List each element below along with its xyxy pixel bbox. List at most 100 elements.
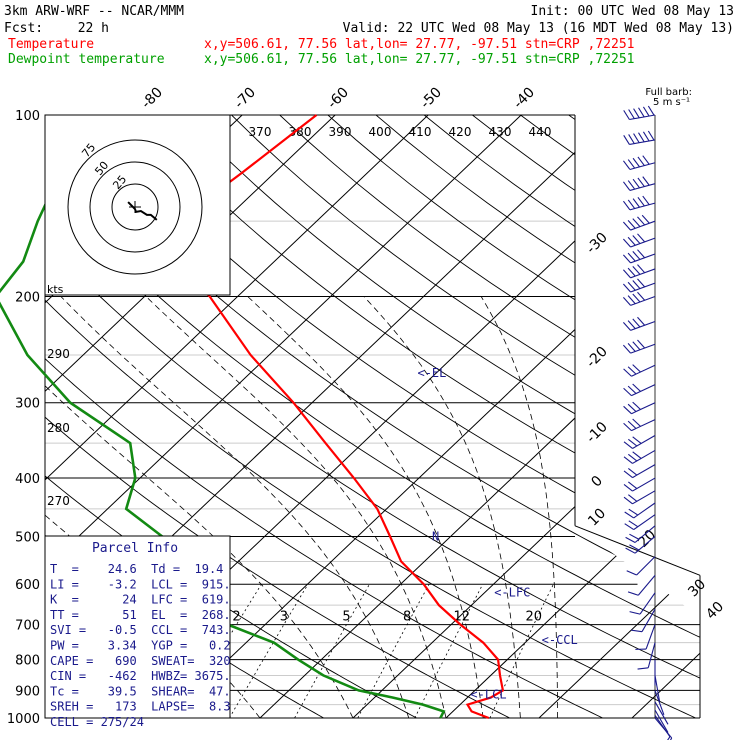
wind-barb-shaft	[631, 364, 656, 377]
wind-barb-flag	[628, 109, 635, 119]
pressure-label: 200	[15, 291, 40, 306]
dewpoint-legend-label: Dewpoint temperature	[8, 52, 165, 67]
wind-barb-shaft	[629, 139, 656, 146]
wind-barb-shaft	[641, 608, 656, 632]
wind-barb-shaft	[630, 343, 656, 354]
wind-barb-flag	[627, 295, 636, 305]
dry-adiabat-line	[182, 115, 700, 718]
wind-barb-flag	[627, 267, 636, 277]
theta-label-top: 440	[529, 125, 552, 139]
wind-barb-flag	[628, 508, 639, 516]
wind-barb-flag	[622, 181, 631, 191]
dry-adiabat-line	[45, 115, 696, 718]
hodograph-ring	[111, 183, 159, 231]
pressure-label: 100	[15, 109, 40, 124]
theta-label-top: 410	[409, 125, 432, 139]
wind-barb-shaft	[629, 202, 656, 211]
wind-barb-flag	[637, 249, 646, 259]
wind-barb-flag	[623, 470, 633, 479]
parcel-info-box: Parcel Info T = 24.6 Td = 19.4LI = -3.2 L…	[44, 535, 231, 729]
dry-adiabat-line	[327, 115, 700, 718]
wind-barb-flag	[627, 591, 639, 596]
wind-barb-flag	[632, 418, 641, 427]
pressure-label: 900	[15, 684, 40, 699]
wind-barb-flag	[642, 195, 650, 205]
mixing-ratio-label: 8	[403, 610, 411, 625]
parcel-info-row: PW = 3.34 YGP = 0.2	[50, 639, 231, 653]
wind-barb-flag	[622, 160, 631, 170]
isotherm-label: -10	[583, 419, 610, 446]
wind-barb-shaft	[630, 268, 656, 279]
isotherm-label: -80	[139, 84, 166, 111]
wind-barb-shaft	[629, 162, 656, 171]
wind-barb-flag	[642, 155, 650, 165]
wind-barb-shaft	[637, 574, 656, 596]
isotherm-label: -40	[511, 84, 538, 111]
wind-barb-flag	[629, 611, 641, 615]
wind-barb-flag	[628, 468, 638, 476]
pressure-label: 600	[15, 578, 40, 593]
wind-barb-flag	[632, 341, 641, 351]
wind-barb-shaft	[654, 709, 669, 733]
parcel-info-row: TT = 51 EL = 268.	[50, 608, 231, 622]
dry-adiabat-line	[231, 115, 700, 718]
wind-barb-flag	[623, 422, 632, 431]
wind-barb-shaft	[654, 675, 661, 702]
dry-adiabat-line	[375, 115, 700, 718]
wind-barb-flag	[623, 368, 632, 377]
wind-barb-flag	[633, 108, 640, 119]
wind-barb-flag	[632, 157, 640, 168]
parcel-level-annotation: <-LCL	[470, 688, 506, 702]
wind-barb-flag	[637, 264, 646, 274]
wind-barb-flag	[623, 135, 630, 145]
wind-barb-shaft	[645, 624, 656, 650]
theta-label-top: 370	[249, 125, 272, 139]
wind-barb-shaft	[632, 435, 656, 449]
wind-barb-flag	[622, 221, 631, 231]
wind-barb-flag	[637, 177, 645, 187]
wind-barb-flag	[627, 420, 637, 429]
wind-barb-flag	[628, 494, 638, 502]
mixing-ratio-label: 12	[453, 610, 470, 625]
pressure-label: 800	[15, 654, 40, 669]
wind-barb-shaft	[630, 296, 656, 306]
wind-barb-flag	[626, 570, 637, 576]
wind-barb-flag	[637, 278, 646, 288]
wind-barb-shaft	[631, 384, 656, 397]
wind-barb-flag	[637, 197, 645, 207]
wind-barb-flag	[627, 385, 637, 394]
isotherm-line	[352, 115, 700, 718]
isotherm-label: -60	[325, 84, 352, 111]
wind-barb-flag	[637, 339, 646, 349]
isotherm-label: -20	[583, 344, 610, 371]
wind-barb-flag	[638, 107, 645, 118]
moist-adiabat-line	[363, 296, 521, 718]
mixing-ratio-line	[229, 583, 309, 718]
wind-barb-shaft	[629, 183, 656, 191]
pressure-label: 1000	[7, 712, 40, 727]
wind-barb-flag	[623, 387, 632, 397]
theta-label-top: 400	[369, 125, 392, 139]
wind-barb-flag	[625, 547, 636, 554]
moist-adiabat-line	[247, 296, 484, 718]
dry-adiabat-line	[86, 115, 700, 718]
wind-barb-flag	[622, 238, 631, 248]
wind-barb-shaft	[654, 717, 673, 739]
wind-barb-flag	[641, 214, 650, 224]
wind-barb-shaft	[633, 502, 656, 519]
mixing-ratio-label: 5	[342, 610, 350, 625]
parcel-info-row: SVI = -0.5 CCL = 743.	[50, 623, 231, 637]
wind-barb-flag	[667, 736, 671, 740]
wind-barb-flag	[632, 318, 641, 328]
wind-barb-flag	[637, 667, 649, 670]
pressure-label: 500	[15, 530, 40, 545]
parcel-info-row: K = 24 LFC = 619.	[50, 593, 231, 607]
wind-barb-flag	[637, 156, 645, 166]
wind-barb-flag	[637, 316, 646, 326]
mixing-ratio-label: 2	[232, 610, 240, 625]
wind-barb-flag	[632, 178, 640, 189]
wind-barb-flag	[627, 320, 636, 330]
wind-barb-flag	[637, 233, 646, 243]
wind-barb-flag	[622, 254, 631, 264]
